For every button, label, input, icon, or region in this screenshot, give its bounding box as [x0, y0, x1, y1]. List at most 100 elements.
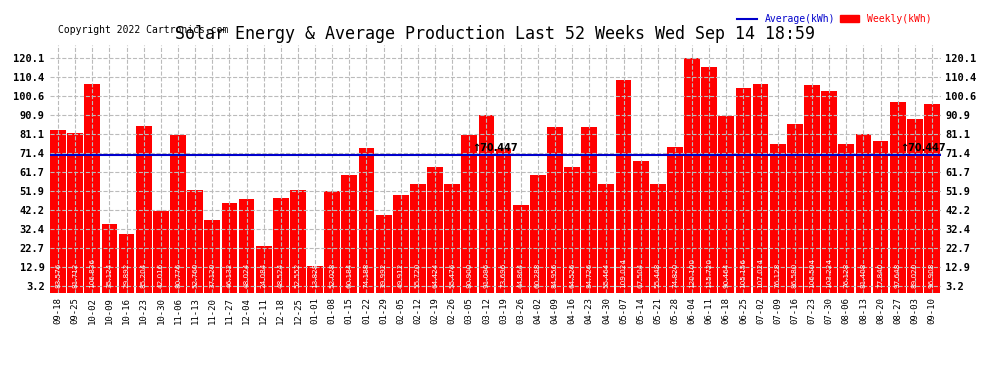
Text: 55.464: 55.464 [603, 262, 610, 288]
Text: 24.084: 24.084 [260, 262, 266, 288]
Bar [273, 198, 289, 292]
Bar [153, 211, 168, 292]
Bar [255, 246, 271, 292]
Text: 85.204: 85.204 [141, 262, 147, 288]
Bar [513, 205, 529, 292]
Text: 64.424: 64.424 [432, 262, 438, 288]
Bar [222, 202, 238, 292]
Bar [358, 148, 374, 292]
Bar [667, 147, 683, 292]
Bar [564, 167, 580, 292]
Bar [547, 127, 563, 292]
Bar [684, 58, 700, 292]
Text: 77.840: 77.840 [877, 262, 883, 288]
Bar [461, 135, 477, 292]
Text: 64.526: 64.526 [569, 262, 575, 288]
Bar [855, 134, 871, 292]
Bar [187, 190, 203, 292]
Text: 109.024: 109.024 [621, 258, 627, 288]
Bar [427, 167, 443, 292]
Text: 55.720: 55.720 [415, 262, 421, 288]
Bar [804, 85, 820, 292]
Text: 67.504: 67.504 [638, 262, 644, 288]
Bar [342, 175, 357, 292]
Title: Solar Energy & Average Production Last 52 Weeks Wed Sep 14 18:59: Solar Energy & Average Production Last 5… [175, 26, 815, 44]
Text: 89.020: 89.020 [912, 262, 918, 288]
Bar [393, 195, 409, 292]
Text: 105.156: 105.156 [741, 258, 746, 288]
Text: 84.956: 84.956 [552, 262, 558, 288]
Text: 120.100: 120.100 [689, 258, 695, 288]
Text: 81.408: 81.408 [860, 262, 866, 288]
Bar [50, 130, 66, 292]
Bar [102, 224, 118, 292]
Bar [839, 144, 854, 292]
Text: 115.720: 115.720 [706, 258, 712, 288]
Text: 103.224: 103.224 [826, 258, 833, 288]
Bar [84, 84, 100, 292]
Text: ↑70.447: ↑70.447 [900, 143, 945, 153]
Bar [204, 220, 220, 292]
Text: 74.188: 74.188 [363, 262, 369, 288]
Text: 73.696: 73.696 [501, 262, 507, 288]
Bar [787, 124, 803, 292]
Text: ↑70.447: ↑70.447 [472, 143, 518, 153]
Text: 80.900: 80.900 [466, 262, 472, 288]
Text: 86.580: 86.580 [792, 262, 798, 288]
Bar [119, 234, 135, 292]
Bar [581, 128, 597, 292]
Text: 55.476: 55.476 [449, 262, 455, 288]
Text: 96.908: 96.908 [929, 262, 935, 288]
Bar [67, 133, 83, 292]
Text: 44.864: 44.864 [518, 262, 524, 288]
Text: 74.820: 74.820 [672, 262, 678, 288]
Text: 84.726: 84.726 [586, 262, 592, 288]
Bar [307, 266, 323, 292]
Text: 52.028: 52.028 [330, 262, 336, 288]
Bar [616, 80, 632, 292]
Text: 55.448: 55.448 [654, 262, 660, 288]
Bar [907, 119, 923, 292]
Text: 52.552: 52.552 [295, 262, 301, 288]
Text: 60.288: 60.288 [535, 262, 541, 288]
Bar [599, 184, 614, 292]
Bar [239, 199, 254, 292]
Text: 76.128: 76.128 [775, 262, 781, 288]
Bar [752, 84, 768, 292]
Bar [736, 88, 751, 292]
Bar [633, 161, 648, 292]
Text: 49.912: 49.912 [398, 262, 404, 288]
Bar [649, 184, 665, 292]
Bar [136, 126, 151, 292]
Text: 106.836: 106.836 [89, 258, 95, 288]
Text: 60.184: 60.184 [346, 262, 352, 288]
Bar [924, 104, 940, 292]
Text: 90.464: 90.464 [724, 262, 730, 288]
Text: 107.024: 107.024 [757, 258, 763, 288]
Text: 39.992: 39.992 [380, 262, 387, 288]
Text: 46.132: 46.132 [227, 262, 233, 288]
Text: 80.776: 80.776 [175, 262, 181, 288]
Bar [496, 149, 512, 292]
Bar [410, 184, 426, 292]
Text: 76.128: 76.128 [843, 262, 849, 288]
Bar [701, 67, 717, 292]
Text: 52.760: 52.760 [192, 262, 198, 288]
Bar [170, 135, 186, 292]
Text: 35.124: 35.124 [107, 262, 113, 288]
Text: 29.892: 29.892 [124, 262, 130, 288]
Bar [290, 190, 306, 292]
Text: Copyright 2022 Cartronics.com: Copyright 2022 Cartronics.com [58, 25, 229, 35]
Text: 106.504: 106.504 [809, 258, 815, 288]
Bar [890, 102, 906, 292]
Text: 48.024: 48.024 [244, 262, 249, 288]
Text: 81.712: 81.712 [72, 262, 78, 288]
Text: 83.576: 83.576 [55, 262, 61, 288]
Text: 91.096: 91.096 [483, 262, 489, 288]
Text: 42.016: 42.016 [157, 262, 164, 288]
Bar [530, 175, 545, 292]
Bar [445, 184, 460, 292]
Text: 48.524: 48.524 [278, 262, 284, 288]
Bar [376, 214, 391, 292]
Bar [719, 116, 735, 292]
